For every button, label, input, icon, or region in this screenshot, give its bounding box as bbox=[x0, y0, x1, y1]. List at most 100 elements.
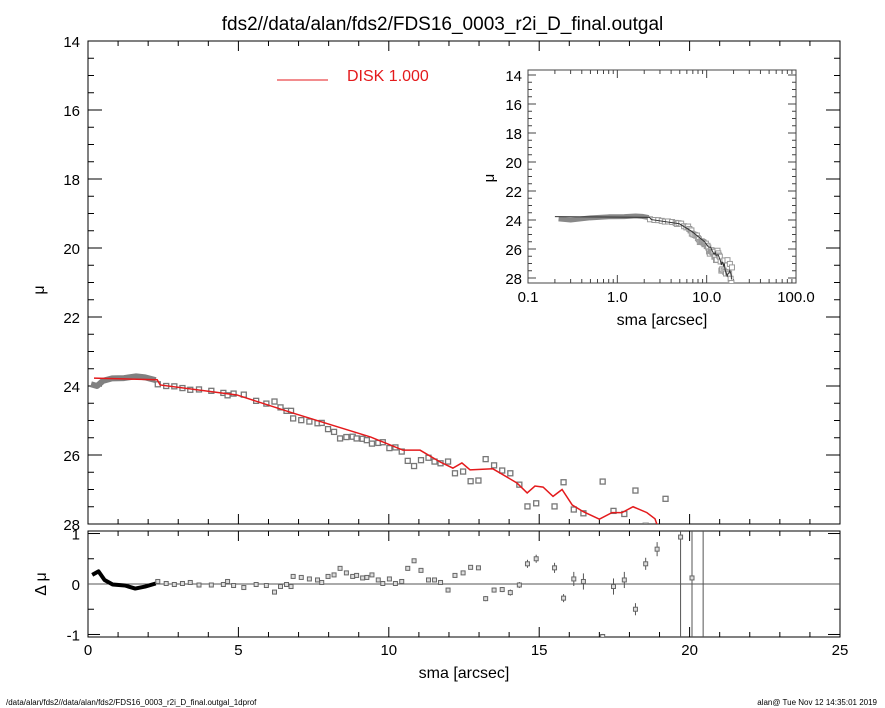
profile-point bbox=[343, 433, 350, 441]
residual-point bbox=[360, 575, 366, 581]
inset-x-tick-label: 1.0 bbox=[607, 289, 628, 306]
inset-profile-point bbox=[728, 264, 735, 271]
residual-point bbox=[315, 577, 321, 583]
residual-point bbox=[552, 565, 558, 571]
y-tick-label: 28 bbox=[63, 517, 80, 534]
profile-point bbox=[224, 392, 231, 399]
residual-point bbox=[290, 573, 296, 579]
residual-point bbox=[533, 556, 539, 562]
inset-x-tick-label: 100.0 bbox=[777, 289, 815, 306]
residual-point bbox=[364, 574, 370, 580]
residual-point bbox=[432, 577, 438, 583]
profile-point bbox=[451, 470, 459, 477]
profile-point bbox=[306, 418, 313, 425]
profile-point bbox=[475, 477, 482, 484]
profile-point bbox=[599, 478, 606, 485]
inset-y-tick-label: 24 bbox=[505, 213, 522, 230]
legend-label-disk: DISK 1.000 bbox=[347, 68, 429, 85]
inset-y-axis-label: μ bbox=[481, 174, 498, 183]
residual-y-tick-label: -1 bbox=[67, 627, 80, 644]
profile-point bbox=[417, 457, 425, 464]
residual-point bbox=[452, 572, 458, 578]
y-tick-label: 18 bbox=[63, 172, 80, 189]
residual-y-tick-label: 1 bbox=[72, 527, 80, 544]
profile-point bbox=[353, 435, 360, 442]
inset-x-tick-label: 0.1 bbox=[518, 289, 539, 306]
profile-point bbox=[467, 478, 474, 485]
residual-point bbox=[524, 561, 530, 567]
residual-point bbox=[375, 577, 381, 583]
residual-point bbox=[354, 572, 360, 578]
profile-point bbox=[524, 503, 531, 510]
profile-point bbox=[410, 462, 418, 470]
profile-point bbox=[490, 462, 498, 469]
inset-plot-frame bbox=[527, 69, 797, 284]
residual-point bbox=[288, 584, 294, 590]
profile-point bbox=[499, 467, 506, 474]
profile-point bbox=[570, 506, 577, 513]
footer-filename: /data/alan/fds2//data/alan/fds2/FDS16_00… bbox=[6, 698, 257, 707]
residual-point bbox=[580, 578, 586, 584]
residual-point bbox=[621, 577, 627, 583]
residual-point bbox=[241, 585, 247, 591]
residual-point bbox=[460, 570, 466, 576]
profile-point bbox=[533, 500, 540, 507]
residual-point bbox=[499, 587, 505, 593]
residual-point bbox=[392, 580, 398, 586]
residual-point bbox=[411, 558, 417, 564]
y-tick-label: 24 bbox=[63, 379, 80, 396]
profile-point bbox=[289, 415, 297, 422]
inset-y-tick-label: 20 bbox=[505, 155, 522, 172]
residual-point bbox=[253, 582, 259, 588]
residual-point bbox=[380, 580, 386, 586]
residual-point bbox=[386, 576, 392, 582]
residual-point bbox=[426, 577, 432, 583]
x-tick-label: 25 bbox=[832, 642, 849, 659]
profile-point bbox=[482, 455, 489, 463]
residual-point bbox=[231, 583, 237, 589]
residual-point bbox=[163, 580, 169, 586]
residual-point bbox=[306, 576, 312, 582]
residual-y-tick-label: 0 bbox=[72, 577, 80, 594]
residual-point bbox=[225, 578, 231, 584]
profile-point bbox=[324, 425, 332, 433]
x-axis-label: sma [arcsec] bbox=[419, 665, 510, 682]
x-tick-label: 15 bbox=[531, 642, 548, 659]
residual-point bbox=[571, 576, 577, 582]
inset-y-tick-label: 14 bbox=[505, 68, 522, 85]
residual-point bbox=[337, 565, 343, 571]
residual-point bbox=[155, 578, 161, 584]
residual-point bbox=[632, 606, 638, 612]
profile-point bbox=[610, 507, 617, 515]
profile-point bbox=[507, 470, 514, 477]
residual-point bbox=[278, 584, 284, 590]
residual-point bbox=[399, 578, 405, 584]
residual-point bbox=[438, 579, 444, 585]
residual-point bbox=[405, 565, 411, 571]
residual-point bbox=[475, 565, 481, 571]
residual-point bbox=[507, 590, 513, 596]
profile-point bbox=[632, 487, 639, 494]
profile-point bbox=[298, 417, 305, 424]
residual-point bbox=[208, 582, 214, 588]
inset-y-tick-label: 28 bbox=[505, 271, 522, 288]
residual-point bbox=[271, 589, 277, 595]
inset-y-tick-label: 26 bbox=[505, 242, 522, 259]
y-tick-label: 14 bbox=[63, 34, 80, 51]
inner-residual-line bbox=[91, 569, 157, 591]
residual-point bbox=[319, 579, 325, 585]
inset-model-line bbox=[554, 216, 732, 280]
profile-point bbox=[662, 495, 669, 502]
residual-point bbox=[600, 633, 606, 637]
inset-y-tick-label: 22 bbox=[505, 184, 522, 201]
residual-point bbox=[179, 580, 185, 586]
inset-data bbox=[554, 213, 735, 283]
profile-point bbox=[336, 435, 344, 442]
residual-point bbox=[187, 579, 193, 585]
residual-point bbox=[654, 546, 660, 552]
y-tick-label: 16 bbox=[63, 103, 80, 120]
residual-point bbox=[331, 572, 337, 578]
residual-point bbox=[678, 534, 684, 540]
residual-point bbox=[196, 582, 202, 588]
